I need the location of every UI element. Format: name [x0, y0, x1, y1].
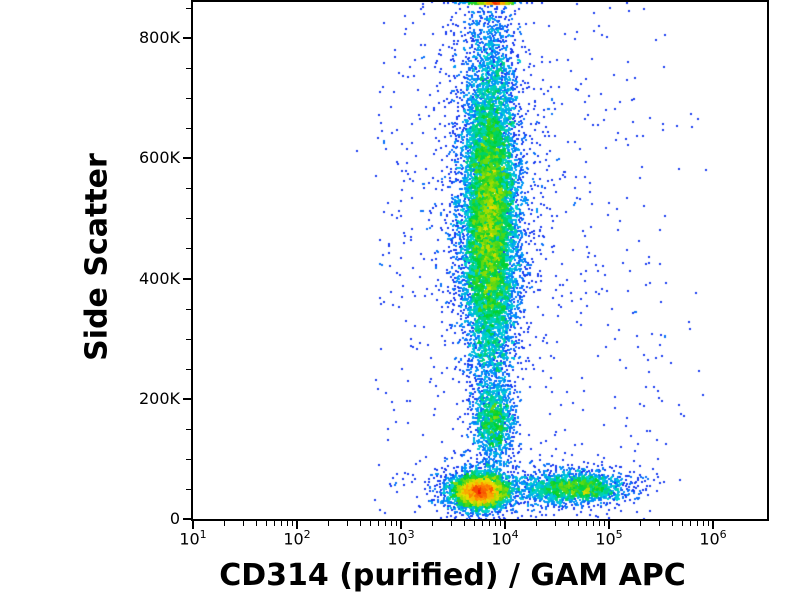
y-minor-tick [186, 68, 191, 70]
x-minor-tick [280, 521, 282, 526]
y-tick-label: 0 [169, 509, 180, 528]
x-minor-tick [265, 521, 267, 526]
y-tick-label: 800K [138, 28, 180, 48]
x-minor-tick [604, 521, 606, 526]
x-axis-title: CD314 (purified) / GAM APC [219, 558, 686, 593]
x-minor-tick [432, 521, 434, 526]
x-minor-tick [500, 521, 502, 526]
x-minor-tick [567, 521, 569, 526]
x-major-tick [608, 521, 610, 529]
y-minor-tick [186, 338, 191, 340]
x-tick-label: 106 [699, 528, 727, 549]
x-major-tick [712, 521, 714, 529]
x-minor-tick [255, 521, 257, 526]
x-minor-tick [689, 521, 691, 526]
y-minor-tick [186, 248, 191, 250]
x-minor-tick [488, 521, 490, 526]
x-minor-tick [708, 521, 710, 526]
x-tick-label: 102 [283, 528, 311, 549]
x-major-tick [192, 521, 194, 529]
y-axis-title: Side Scatter [79, 153, 115, 361]
x-minor-tick [481, 521, 483, 526]
x-minor-tick [346, 521, 348, 526]
density-scatter-canvas [193, 2, 767, 519]
y-minor-tick [186, 98, 191, 100]
x-tick-label: 105 [595, 528, 623, 549]
x-minor-tick [377, 521, 379, 526]
x-minor-tick [671, 521, 673, 526]
x-minor-tick [396, 521, 398, 526]
x-major-tick [400, 521, 402, 529]
y-minor-tick [186, 128, 191, 130]
x-minor-tick [585, 521, 587, 526]
y-minor-tick [186, 188, 191, 190]
x-minor-tick [273, 521, 275, 526]
x-tick-label: 101 [179, 528, 207, 549]
y-tick-label: 200K [138, 388, 180, 408]
y-minor-tick [186, 218, 191, 220]
x-minor-tick [494, 521, 496, 526]
y-major-tick [183, 37, 191, 40]
y-tick-label: 400K [138, 268, 180, 288]
x-minor-tick [463, 521, 465, 526]
y-minor-tick [186, 368, 191, 370]
y-major-tick [183, 397, 191, 400]
y-tick-label: 600K [138, 148, 180, 168]
x-minor-tick [450, 521, 452, 526]
x-minor-tick [592, 521, 594, 526]
y-minor-tick [186, 8, 191, 9]
x-minor-tick [702, 521, 704, 526]
x-minor-tick [536, 521, 538, 526]
y-minor-tick [186, 428, 191, 430]
x-minor-tick [554, 521, 556, 526]
x-minor-tick [598, 521, 600, 526]
x-tick-label: 103 [387, 528, 415, 549]
x-minor-tick [369, 521, 371, 526]
x-minor-tick [286, 521, 288, 526]
x-minor-tick [696, 521, 698, 526]
x-minor-tick [681, 521, 683, 526]
x-major-tick [504, 521, 506, 529]
y-major-tick [183, 157, 191, 160]
y-minor-tick [186, 308, 191, 310]
y-minor-tick [186, 488, 191, 490]
x-minor-tick [384, 521, 386, 526]
x-minor-tick [328, 521, 330, 526]
x-minor-tick [242, 521, 244, 526]
x-major-tick [296, 521, 298, 529]
x-minor-tick [640, 521, 642, 526]
x-minor-tick [359, 521, 361, 526]
x-minor-tick [658, 521, 660, 526]
x-minor-tick [390, 521, 392, 526]
y-major-tick [183, 518, 191, 520]
y-major-tick [183, 277, 191, 280]
y-minor-tick [186, 458, 191, 460]
x-tick-label: 104 [491, 528, 519, 549]
x-minor-tick [577, 521, 579, 526]
x-minor-tick [224, 521, 226, 526]
x-minor-tick [292, 521, 294, 526]
x-minor-tick [473, 521, 475, 526]
